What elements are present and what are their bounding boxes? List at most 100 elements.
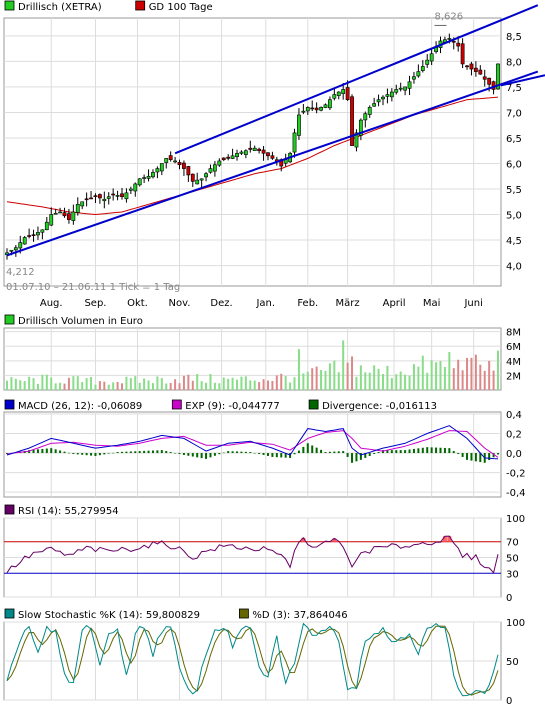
volume-bar [90, 377, 93, 390]
candle [31, 234, 36, 236]
divergence-bar [297, 450, 300, 454]
stoch-d-line [6, 625, 499, 696]
divergence-bar [271, 453, 274, 457]
candle [133, 183, 138, 192]
divergence-bar [280, 453, 283, 458]
volume-bar [443, 366, 446, 390]
candle [266, 152, 270, 157]
volume-bar [253, 380, 256, 390]
volume-bar [81, 382, 84, 390]
candle [403, 86, 408, 91]
volume-bar [240, 376, 243, 390]
divergence-bar [373, 453, 376, 455]
divergence-bar [169, 452, 172, 454]
legend-swatch [135, 0, 146, 11]
divergence-bar [50, 448, 53, 454]
candle [190, 173, 195, 182]
divergence-bar [262, 453, 265, 455]
volume-bar [266, 380, 269, 390]
candle [354, 132, 359, 148]
legend-swatch [238, 608, 249, 619]
volume-bar [227, 378, 230, 390]
candle [301, 110, 306, 113]
volume-bar [355, 376, 358, 390]
candle [106, 196, 111, 199]
volume-bar [85, 378, 88, 390]
volume-bar [191, 380, 194, 390]
divergence-bar [351, 453, 354, 463]
volume-bar [200, 381, 203, 390]
candle [27, 235, 32, 237]
candle [297, 114, 301, 136]
volume-bar [404, 374, 407, 390]
volume-bar [205, 382, 208, 390]
candle [164, 158, 169, 163]
y-tick-label: 2M [506, 371, 521, 382]
divergence-bar [306, 443, 309, 454]
volume-bar [50, 377, 53, 390]
legend-label: GD 100 Tage [149, 2, 213, 13]
divergence-bar [426, 447, 429, 454]
candle [460, 43, 465, 65]
divergence-bar [156, 450, 159, 454]
volume-bar [497, 350, 499, 390]
volume-bar [14, 378, 17, 390]
candle [67, 213, 71, 220]
divergence-bar [222, 452, 225, 454]
candle [177, 162, 182, 166]
volume-bar [134, 376, 137, 390]
legend-label: Drillisch Volumen in Euro [18, 316, 143, 327]
volume-bar [218, 383, 221, 390]
volume-bar [474, 354, 477, 390]
x-tick-label: Feb. [297, 298, 318, 309]
y-tick-label: 0,4 [506, 410, 522, 421]
candle [124, 192, 129, 200]
y-tick-label: 8,5 [506, 32, 522, 43]
volume-bar [19, 380, 22, 390]
volume-bar [160, 378, 163, 390]
macd-panel: MACD (26, 12): -0,06089 EXP (9): -0,04477… [3, 399, 526, 499]
candle [102, 198, 107, 202]
candle [115, 195, 120, 197]
divergence-bar [174, 453, 177, 454]
stoch-k-line [6, 622, 499, 697]
divergence-bar [63, 451, 66, 454]
volume-bar [249, 380, 252, 390]
divergence-bar [284, 453, 287, 458]
candle [22, 237, 27, 245]
y-tick-label: 0 [506, 696, 512, 707]
volume-bar [231, 377, 234, 390]
legend-swatch [4, 608, 15, 619]
divergence-bar [187, 453, 190, 456]
volume-bar [169, 383, 172, 390]
volume-bar [293, 377, 296, 390]
legend-label: %D (3): 37,864046 [252, 610, 347, 621]
volume-bar [328, 363, 331, 390]
divergence-bar [200, 453, 203, 459]
divergence-bar [182, 453, 185, 455]
x-tick-label: April [383, 298, 406, 309]
volume-bar [373, 365, 376, 390]
volume-bar [470, 357, 473, 390]
volume-bar [351, 356, 354, 390]
divergence-bar [116, 452, 119, 454]
divergence-bar [443, 447, 446, 454]
volume-bar [479, 364, 482, 390]
divergence-bar [143, 450, 146, 454]
trend-line [174, 4, 539, 155]
divergence-bar [151, 450, 154, 454]
volume-bar [324, 370, 327, 390]
rsi-overbought-fill [332, 538, 337, 542]
candle [487, 77, 492, 85]
volume-bar [72, 376, 75, 390]
legend-swatch [4, 399, 15, 410]
divergence-bar [417, 448, 420, 454]
divergence-bar [421, 447, 424, 454]
y-tick-label: 8,0 [506, 57, 522, 68]
divergence-bar [311, 445, 314, 454]
divergence-bar [390, 450, 393, 454]
candle [62, 212, 67, 217]
candle [120, 193, 124, 197]
divergence-bar [315, 447, 318, 454]
candle [80, 201, 85, 207]
